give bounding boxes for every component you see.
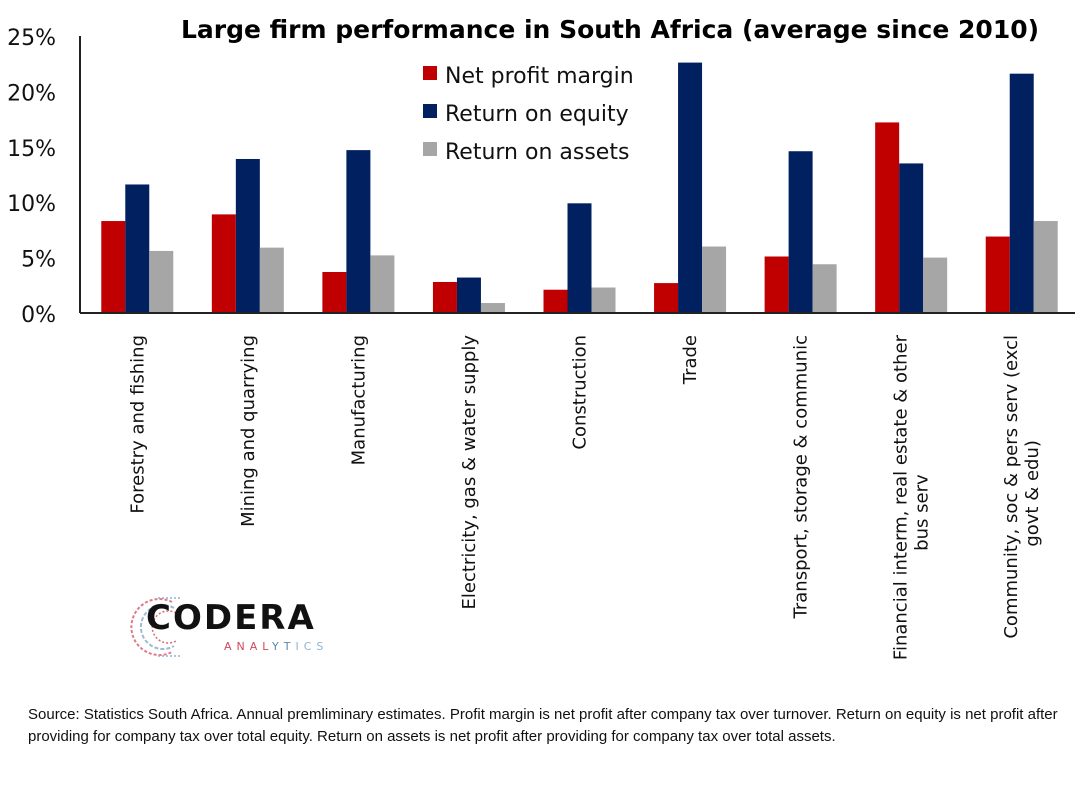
logo-subtitle-letter: L	[262, 640, 272, 653]
bar-return-on-assets	[702, 246, 727, 313]
bar-return-on-equity	[788, 151, 813, 313]
bar-return-on-equity	[1009, 73, 1034, 313]
x-tick-label-line: Community, soc & pers serv (excl	[1001, 335, 1022, 639]
logo-wordmark: CODERA	[146, 598, 316, 638]
x-tick-label: Manufacturing	[348, 335, 369, 465]
logo-subtitle-letter: S	[316, 640, 329, 653]
bar-return-on-assets	[480, 303, 505, 313]
bar-return-on-equity	[235, 158, 260, 313]
y-tick-label: 25%	[7, 26, 56, 51]
x-tick-label-line: Manufacturing	[348, 335, 369, 465]
y-axis-ticks: 0% 5% 10% 15% 20% 25%	[7, 26, 56, 328]
bar-net-profit-margin	[985, 236, 1010, 313]
x-tick-label: Construction	[570, 335, 591, 450]
legend-label-return-on-equity: Return on equity	[445, 102, 629, 127]
x-tick-label: Mining and quarrying	[238, 335, 259, 527]
y-tick-label: 5%	[21, 248, 56, 273]
bar-net-profit-margin	[211, 214, 236, 313]
legend-label-net-profit-margin: Net profit margin	[445, 64, 634, 89]
legend: Net profit margin Return on equity Return …	[423, 64, 634, 165]
x-tick-label: Forestry and fishing	[127, 335, 148, 514]
x-tick-label-line: Construction	[570, 335, 591, 450]
x-tick-label: Financial interm, real estate & other bus…	[891, 334, 933, 660]
codera-logo: CODERA ANALYTICS	[128, 594, 338, 660]
bar-return-on-assets	[812, 264, 837, 313]
x-tick-label-line: Financial interm, real estate & other	[891, 334, 912, 660]
legend-swatch-return-on-assets	[423, 142, 437, 156]
x-tick-label-line: bus serv	[912, 474, 933, 551]
bar-net-profit-margin	[543, 289, 568, 313]
x-tick-label: Community, soc & pers serv (excl govt & e…	[1001, 335, 1043, 639]
logo-subtitle-letter: A	[249, 640, 263, 653]
x-tick-label-line: Mining and quarrying	[238, 335, 259, 527]
bar-return-on-assets	[149, 250, 174, 313]
x-axis-labels: Forestry and fishing Mining and quarrying…	[127, 334, 1043, 660]
legend-label-return-on-assets: Return on assets	[445, 140, 629, 165]
x-tick-label-line: Transport, storage & communic	[791, 335, 812, 619]
bars	[101, 62, 1058, 314]
bar-net-profit-margin	[322, 272, 347, 313]
x-tick-label: Transport, storage & communic	[791, 335, 812, 619]
logo-subtitle-letter: N	[236, 640, 250, 653]
logo-subtitle-letter: C	[303, 640, 317, 653]
bar-return-on-assets	[1033, 221, 1058, 313]
bar-return-on-equity	[456, 277, 481, 313]
y-tick-label: 15%	[7, 137, 56, 162]
x-tick-label-line: govt & edu)	[1022, 440, 1043, 547]
y-tick-label: 10%	[7, 192, 56, 217]
logo-subtitle-letter: T	[283, 640, 296, 653]
legend-swatch-net-profit-margin	[423, 66, 437, 80]
bar-net-profit-margin	[654, 283, 679, 313]
bar-return-on-assets	[923, 257, 948, 313]
bar-net-profit-margin	[432, 281, 457, 313]
logo-subtitle-letter: I	[295, 640, 304, 653]
logo-subtitle: ANALYTICS	[224, 640, 328, 653]
y-tick-label: 20%	[7, 81, 56, 106]
bar-return-on-equity	[899, 163, 924, 313]
legend-swatch-return-on-equity	[423, 104, 437, 118]
y-tick-label: 0%	[21, 303, 56, 328]
logo-circuit-icon	[130, 597, 180, 657]
bar-return-on-equity	[125, 184, 150, 313]
bar-return-on-equity	[678, 62, 703, 314]
x-tick-label: Trade	[680, 335, 701, 385]
bar-return-on-assets	[259, 247, 284, 313]
x-tick-label-line: Trade	[680, 335, 701, 385]
x-tick-label: Electricity, gas & water supply	[459, 335, 480, 610]
x-tick-label-line: Forestry and fishing	[127, 335, 148, 514]
bar-return-on-assets	[591, 287, 616, 313]
logo-subtitle-letter: Y	[271, 640, 284, 653]
bar-return-on-equity	[346, 150, 371, 313]
source-note: Source: Statistics South Africa. Annual …	[28, 706, 1058, 745]
chart-title: Large firm performance in South Africa (…	[181, 15, 1039, 44]
bar-return-on-equity	[567, 203, 592, 313]
x-tick-label-line: Electricity, gas & water supply	[459, 335, 480, 610]
bar-net-profit-margin	[101, 221, 126, 313]
bar-return-on-assets	[370, 255, 395, 313]
bar-chart: Large firm performance in South Africa (…	[7, 15, 1075, 660]
logo-subtitle-letter: A	[224, 640, 237, 653]
bar-net-profit-margin	[764, 256, 789, 313]
bar-net-profit-margin	[875, 122, 900, 313]
